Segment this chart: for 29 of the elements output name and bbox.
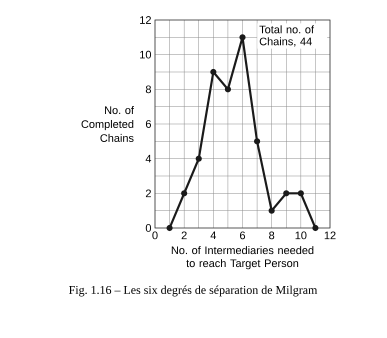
x-tick-label: 2: [182, 232, 187, 240]
x-tick-label: 4: [210, 232, 216, 240]
x-axis-title: No. of Intermediaries needed to reach Target Person: [172, 246, 314, 270]
point: [166, 224, 173, 232]
x-tick-label: 12: [324, 232, 336, 240]
y-tick-label: 6: [146, 120, 151, 128]
point: [254, 138, 260, 144]
point: [268, 208, 275, 214]
y-tick-label: 12: [140, 16, 151, 24]
x-tick-label: 0: [152, 232, 158, 240]
x-tick-label: 10: [296, 232, 306, 240]
point: [181, 190, 188, 196]
point: [283, 190, 290, 196]
annotation: Total no. of Chains, 44: [259, 25, 314, 47]
point: [239, 34, 246, 40]
point: [196, 156, 202, 162]
point: [224, 86, 232, 92]
point: [210, 68, 216, 76]
point: [298, 190, 304, 196]
y-tick-label: 0: [146, 224, 152, 232]
y-tick-label: 4: [146, 154, 152, 162]
y-axis-title: No. of Completed Chains: [82, 106, 134, 142]
y-tick-label: 8: [146, 85, 151, 94]
x-tick-label: 6: [240, 232, 246, 240]
point: [312, 224, 319, 232]
caption: Fig. 1.16 – Les six degrés de séparation de Milgram: [69, 286, 318, 296]
y-tick-label: 10: [140, 50, 152, 59]
x-tick-label: 8: [269, 232, 274, 240]
y-tick-label: 2: [146, 190, 151, 198]
